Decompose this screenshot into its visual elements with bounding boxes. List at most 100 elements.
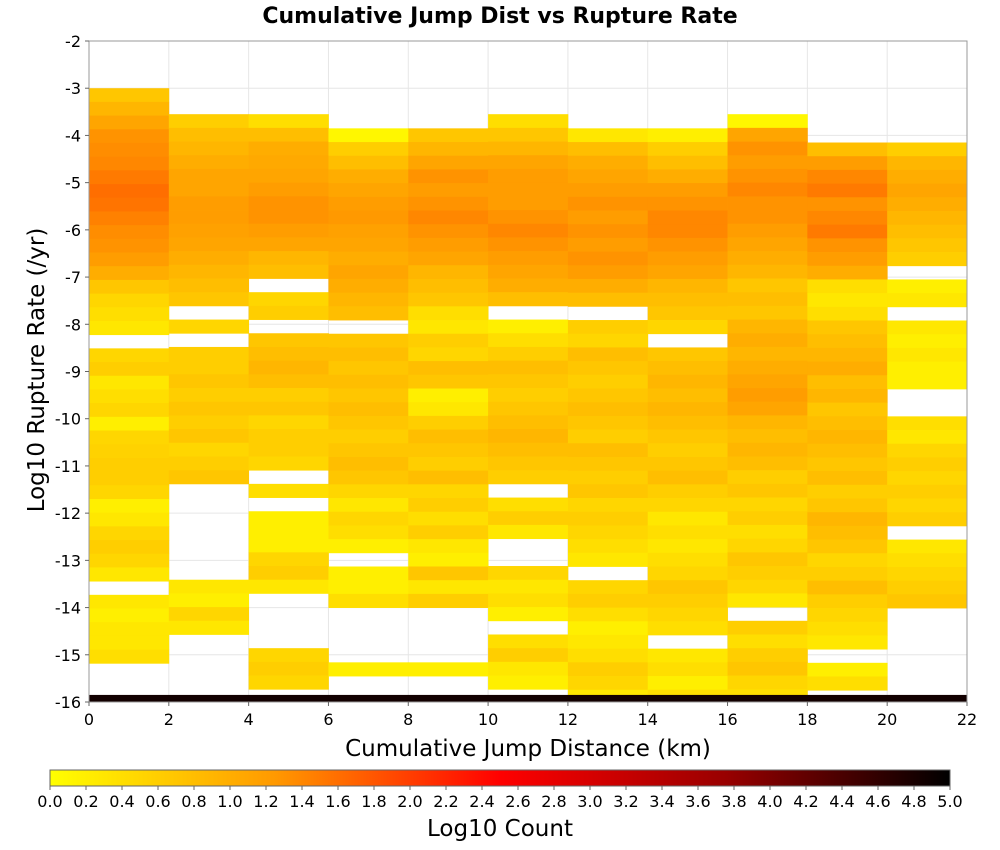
heatmap-cell [408,443,489,458]
heatmap-cell [807,608,888,623]
colorbar-tick-label: 1.8 [361,792,386,811]
colorbar-tick-label: 2.2 [433,792,458,811]
heatmap-cell [168,182,250,197]
heatmap-cell [168,210,250,225]
heatmap-cell [408,196,489,211]
heatmap-cell [807,430,888,445]
heatmap-cell [408,278,489,294]
heatmap-cell [168,319,250,334]
heatmap-bottom-row [89,694,967,702]
heatmap-cell [89,252,170,267]
heatmap-cell [328,333,409,348]
heatmap-cell [328,593,409,608]
heatmap-cell [408,183,489,198]
heatmap-cell [488,374,569,389]
heatmap-cell [168,607,250,622]
y-tick-label: -13 [55,551,81,570]
heatmap-cell [89,457,170,472]
heatmap-cell [168,388,250,403]
heatmap-cell [887,252,968,267]
heatmap-cell [328,662,409,677]
heatmap-cell [248,483,329,498]
heatmap-cell [807,594,888,609]
heatmap-cell [89,512,170,527]
heatmap-cell [89,649,170,664]
heatmap-cell [647,470,728,485]
heatmap-cell [807,457,888,472]
heatmap-cell [248,648,329,663]
heatmap-cell [567,361,649,376]
heatmap-cell [887,142,968,157]
heatmap-cell [89,403,170,418]
heatmap-cell [89,170,170,185]
heatmap-cell [567,429,649,444]
heatmap-cell [647,361,728,376]
heatmap-cell [328,224,409,239]
colorbar-tick-label: 4.6 [865,792,890,811]
colorbar-tick-label: 4.4 [829,792,854,811]
heatmap-cell [567,456,649,472]
heatmap-cell [488,566,569,581]
heatmap-cell [248,333,329,348]
heatmap-cell [488,456,569,471]
heatmap-cell [168,292,250,307]
heatmap-cell [408,539,489,554]
heatmap-cell [248,388,329,403]
heatmap-cell [89,238,170,253]
heatmap-cell [328,498,409,513]
heatmap-cell [807,334,888,349]
heatmap-cell [408,155,489,170]
heatmap-cell [647,552,728,567]
heatmap-cell [567,648,649,663]
heatmap-cell [248,305,329,320]
heatmap-cell [168,237,250,252]
heatmap-cell [647,251,728,266]
heatmap-cell [567,607,649,622]
heatmap-cell [408,456,489,472]
heatmap-cell [807,265,888,280]
heatmap-cell [807,252,888,267]
heatmap-cell [89,416,170,431]
heatmap-cell [408,511,489,526]
heatmap-cell [887,320,968,335]
heatmap-cell [248,524,329,540]
heatmap-cell [807,566,888,582]
x-axis-label: Cumulative Jump Distance (km) [345,736,711,762]
heatmap-cell [488,168,569,184]
heatmap-cell [727,182,808,197]
heatmap-cell [248,675,329,690]
heatmap-cell [727,155,808,170]
heatmap-cell [727,497,808,512]
heatmap-cell [488,346,569,362]
heatmap-cell [408,361,489,376]
heatmap-cell [567,196,649,211]
heatmap-cell [567,347,649,362]
y-tick-label: -2 [65,32,81,51]
heatmap-cell [488,607,569,622]
heatmap-cell [168,415,250,430]
heatmap-cell [727,661,808,676]
heatmap-cells [89,88,968,702]
heatmap-cell [727,333,808,348]
heatmap-cell [567,278,649,294]
heatmap-cell [727,634,808,649]
heatmap-cell [408,333,489,348]
heatmap-cell [89,540,170,555]
colorbar-tick-label: 3.0 [577,792,602,811]
heatmap-cell [567,511,649,526]
heatmap-cell [248,223,329,238]
heatmap-cell [887,430,968,445]
heatmap-cell [567,498,649,513]
x-tick-label: 8 [403,710,413,729]
heatmap-cell [567,320,649,335]
heatmap-cell [488,415,569,430]
heatmap-cell [567,128,649,143]
heatmap-cell [727,114,808,129]
colorbar-tick-label: 4.2 [793,792,818,811]
heatmap-cell [248,346,329,362]
heatmap-cell [408,552,489,567]
heatmap-cell [488,251,569,266]
heatmap-cell [488,360,569,375]
colorbar-ticks: 0.0 0.2 0.4 0.6 0.8 1.0 1.2 1.4 1.6 1.8 2.0 2.2 2.4 2… [37,786,963,811]
heatmap-cell [328,183,409,198]
